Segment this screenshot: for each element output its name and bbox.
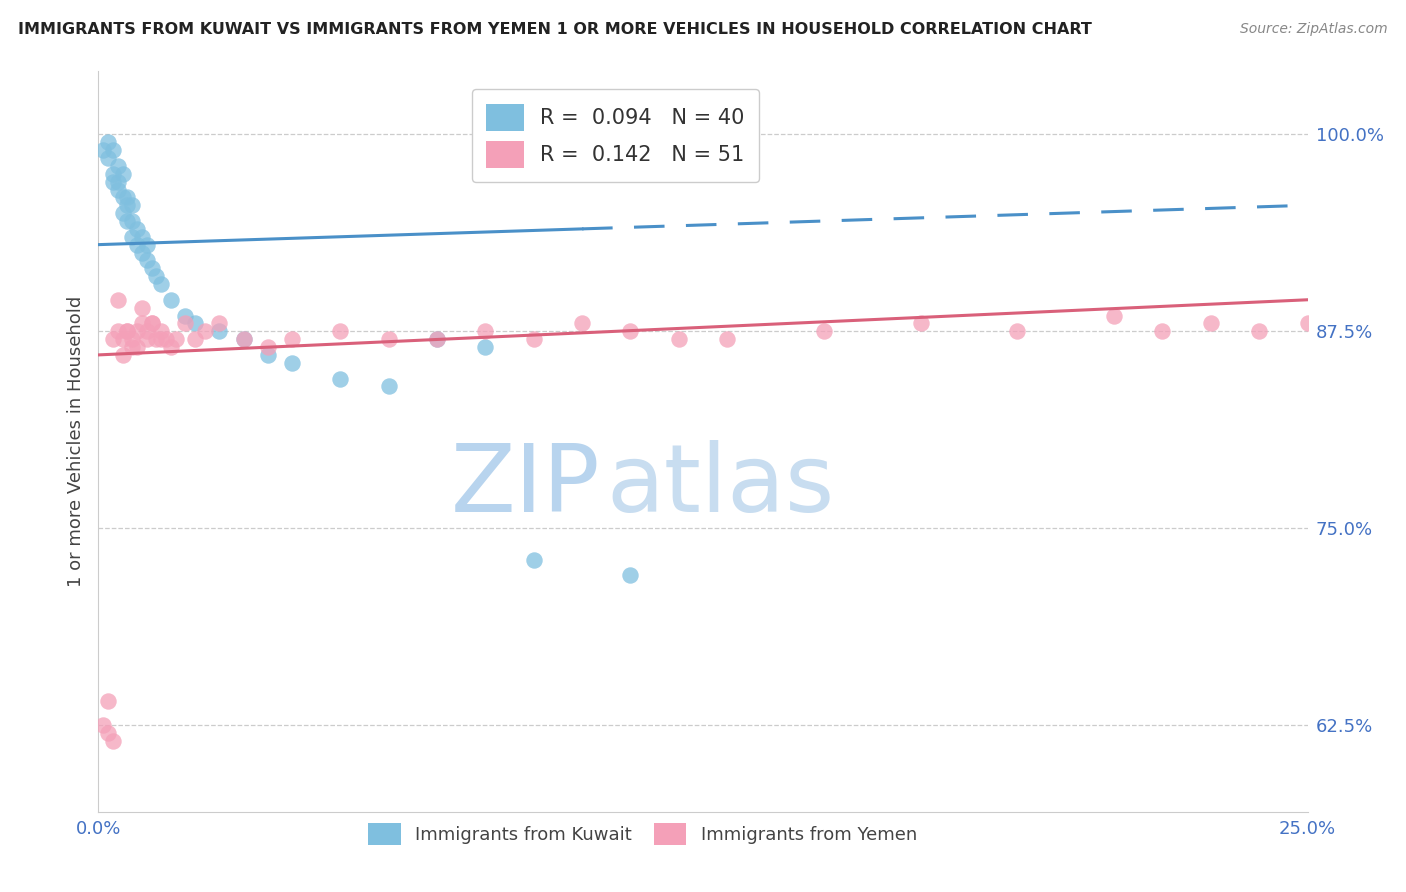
Point [1152,324,1174,338]
Point [474,340,496,354]
Point [281,332,304,346]
Point [174,309,197,323]
Point [155,332,177,346]
Text: atlas: atlas [606,440,835,532]
Point [127,237,149,252]
Point [377,332,399,346]
Text: Source: ZipAtlas.com: Source: ZipAtlas.com [1240,22,1388,37]
Point [141,317,163,331]
Point [91,718,114,732]
Y-axis label: 1 or more Vehicles in Household: 1 or more Vehicles in Household [66,296,84,587]
Point [716,332,738,346]
Point [1296,317,1319,331]
Point [174,317,197,331]
Text: ZIP: ZIP [450,440,600,532]
Point [101,734,124,748]
Point [131,301,153,315]
Point [111,190,134,204]
Point [131,229,153,244]
Point [117,324,139,338]
Point [141,317,163,331]
Point [127,324,149,338]
Point [121,340,143,354]
Point [117,198,139,212]
Point [145,332,167,346]
Point [135,332,157,346]
Legend: Immigrants from Kuwait, Immigrants from Yemen: Immigrants from Kuwait, Immigrants from … [360,814,925,855]
Point [150,332,173,346]
Point [91,143,114,157]
Point [135,324,157,338]
Point [127,340,149,354]
Point [208,324,231,338]
Point [426,332,449,346]
Point [474,324,496,338]
Point [160,293,183,307]
Point [107,324,129,338]
Point [523,552,546,566]
Point [111,348,134,362]
Point [165,332,187,346]
Point [619,324,641,338]
Point [107,159,129,173]
Text: IMMIGRANTS FROM KUWAIT VS IMMIGRANTS FROM YEMEN 1 OR MORE VEHICLES IN HOUSEHOLD : IMMIGRANTS FROM KUWAIT VS IMMIGRANTS FRO… [18,22,1092,37]
Point [135,237,157,252]
Point [1102,309,1125,323]
Point [101,175,124,189]
Point [145,269,167,284]
Point [101,167,124,181]
Point [131,317,153,331]
Point [619,568,641,582]
Point [107,175,129,189]
Point [232,332,254,346]
Point [121,198,143,212]
Point [117,214,139,228]
Point [377,379,399,393]
Point [1199,317,1222,331]
Point [107,293,129,307]
Point [135,253,157,268]
Point [910,317,932,331]
Point [523,332,546,346]
Point [111,167,134,181]
Point [329,371,352,385]
Point [127,222,149,236]
Point [97,726,120,740]
Point [281,356,304,370]
Point [117,324,139,338]
Point [184,317,207,331]
Point [141,261,163,276]
Point [131,245,153,260]
Point [97,135,120,149]
Point [111,206,134,220]
Point [121,332,143,346]
Point [101,332,124,346]
Point [117,190,139,204]
Point [121,229,143,244]
Point [813,324,835,338]
Point [329,324,352,338]
Point [1249,324,1271,338]
Point [107,182,129,196]
Point [256,348,278,362]
Point [150,277,173,291]
Point [184,332,207,346]
Point [668,332,690,346]
Point [571,317,593,331]
Point [150,324,173,338]
Point [97,694,120,708]
Point [101,143,124,157]
Point [194,324,217,338]
Point [256,340,278,354]
Point [208,317,231,331]
Point [111,332,134,346]
Point [121,214,143,228]
Point [1007,324,1029,338]
Point [426,332,449,346]
Point [97,151,120,165]
Point [232,332,254,346]
Point [160,340,183,354]
